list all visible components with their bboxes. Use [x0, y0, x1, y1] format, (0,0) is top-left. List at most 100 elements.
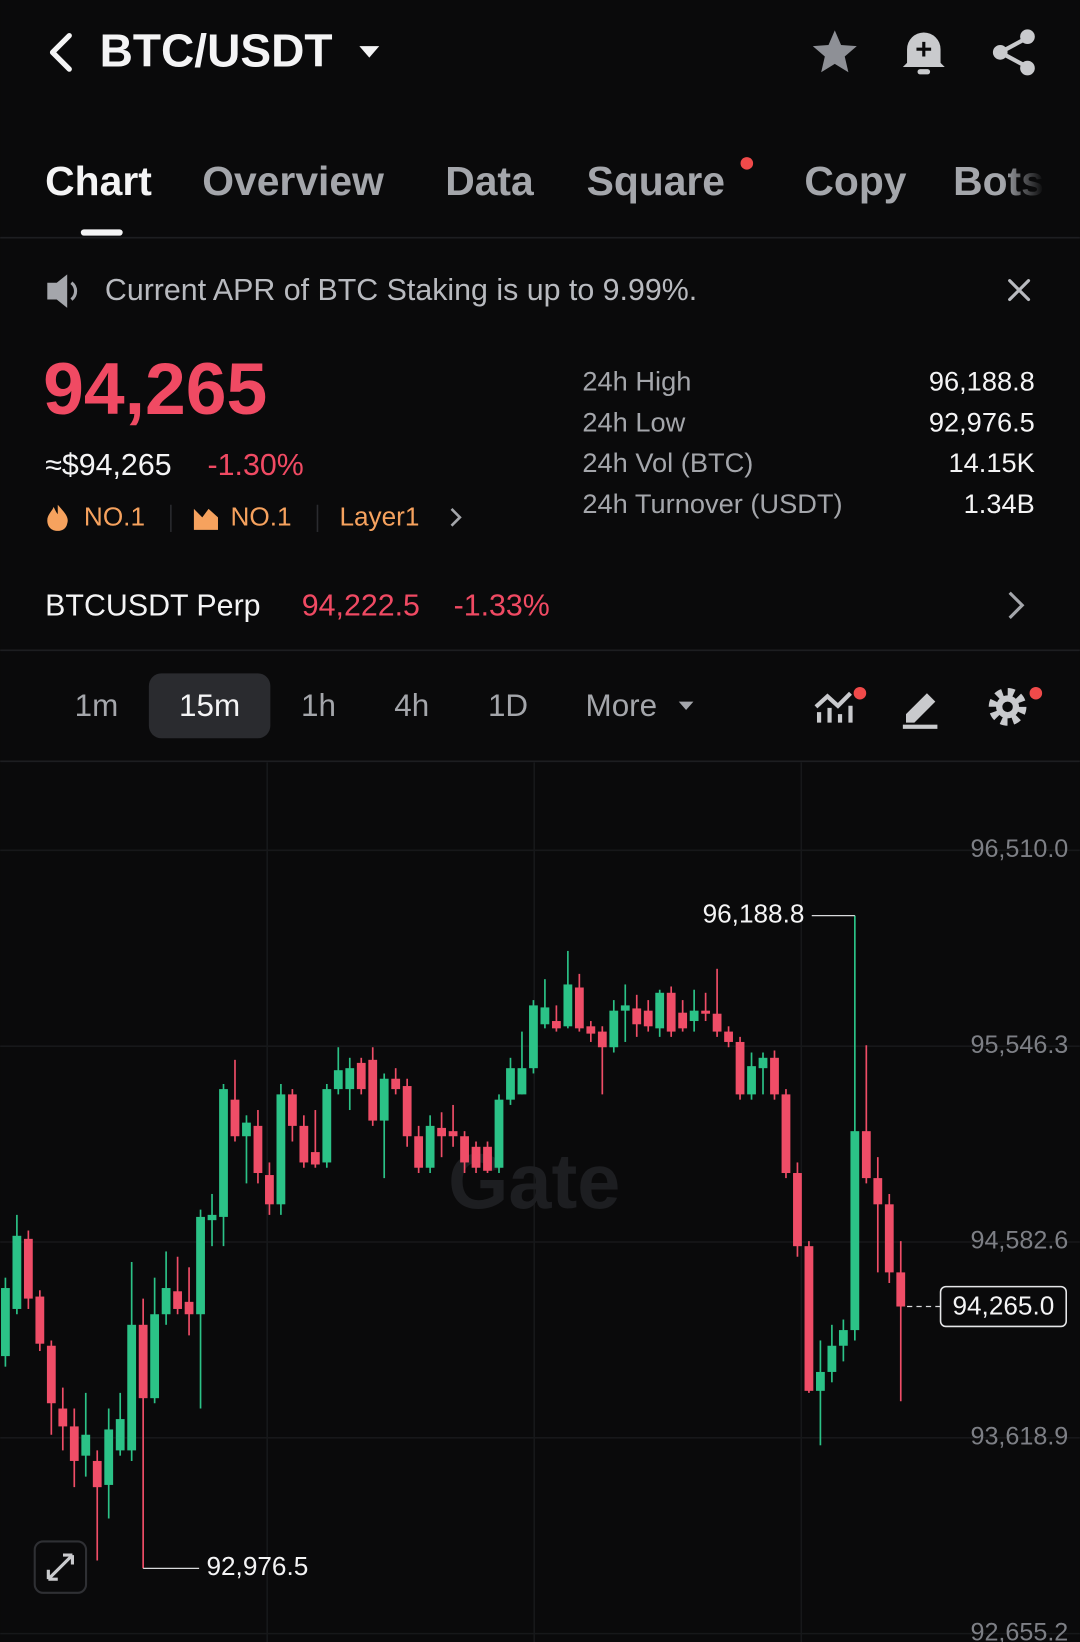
candle-body	[758, 1057, 768, 1069]
timeframe[interactable]: 1m	[75, 688, 119, 723]
timeframe[interactable]: 15m	[179, 688, 240, 723]
candle-body	[92, 1460, 102, 1488]
timeframe[interactable]: 4h	[394, 688, 429, 723]
tab[interactable]: Overview	[202, 158, 384, 204]
candle-body	[884, 1204, 894, 1273]
tag: NO.1	[84, 501, 145, 531]
candle-body	[253, 1125, 263, 1174]
candle-body	[724, 1031, 733, 1042]
candle-body	[643, 1010, 653, 1027]
candle-body	[46, 1345, 56, 1404]
candle-body	[838, 1330, 848, 1346]
candle-body	[242, 1122, 251, 1137]
y-tick-label: 93,618.9	[970, 1422, 1068, 1450]
candle-body	[173, 1291, 182, 1309]
candle-body	[896, 1272, 906, 1307]
perp-name[interactable]: BTCUSDT Perp	[45, 589, 260, 622]
tab[interactable]: Square	[587, 158, 725, 204]
candle-body	[632, 1008, 642, 1025]
tab[interactable]: Data	[445, 158, 534, 204]
candle-body	[69, 1426, 79, 1461]
candle-body	[161, 1288, 171, 1315]
candle-body	[12, 1235, 22, 1309]
low-marker-label: 92,976.5	[206, 1551, 308, 1581]
last-price-label: 94,265.0	[952, 1290, 1054, 1320]
last-price-box	[939, 1285, 1068, 1328]
candle-body	[816, 1371, 825, 1391]
candle-body	[827, 1345, 837, 1372]
more-dropdown[interactable]	[678, 701, 694, 710]
candle-body	[81, 1434, 91, 1456]
stat-label: 24h Turnover (USDT)	[582, 488, 842, 519]
candle-body	[689, 1010, 699, 1022]
candle-body	[448, 1131, 458, 1137]
candle-body	[563, 984, 573, 1027]
tab[interactable]: Bots	[953, 158, 1044, 204]
candle-body	[230, 1099, 240, 1137]
candle-body	[574, 987, 584, 1029]
candle-body	[540, 1007, 550, 1025]
candle-body	[1, 1288, 10, 1357]
speaker-icon	[47, 274, 78, 308]
candle-body	[551, 1021, 561, 1029]
candle-body	[196, 1216, 205, 1315]
candle-body	[747, 1066, 756, 1095]
chevron[interactable]	[450, 508, 462, 527]
timeframe[interactable]: 1h	[301, 688, 336, 723]
high-marker-label: 96,188.8	[703, 899, 805, 929]
candle-body	[104, 1429, 114, 1485]
pair-dropdown[interactable]	[359, 46, 380, 58]
settings-icon[interactable]	[988, 688, 1027, 726]
candle-body	[460, 1136, 469, 1163]
timeframe[interactable]: 1D	[488, 688, 528, 723]
candle-body	[23, 1238, 33, 1299]
y-tick-label: 92,655.2	[970, 1618, 1068, 1642]
candle-body	[861, 1131, 871, 1179]
tag[interactable]: Layer1	[339, 501, 419, 531]
close-banner[interactable]	[1008, 279, 1031, 302]
candle-body	[356, 1062, 366, 1090]
candle-body	[873, 1178, 883, 1205]
last-price: 94,265	[43, 348, 267, 430]
candle-body	[678, 1012, 688, 1029]
candle-body	[150, 1314, 160, 1399]
chevron[interactable]	[1008, 591, 1025, 619]
stat-value: 1.34B	[964, 488, 1035, 519]
alert-icon[interactable]	[902, 32, 945, 75]
candle-body	[529, 1005, 538, 1069]
candle-body	[379, 1078, 389, 1121]
notification-dot	[853, 686, 867, 700]
candle-body	[712, 1013, 722, 1032]
candle-body	[781, 1094, 791, 1174]
tab[interactable]: Copy	[804, 158, 906, 204]
draw-icon[interactable]	[902, 693, 938, 729]
tab[interactable]: Chart	[45, 158, 152, 204]
candle-body	[127, 1324, 137, 1451]
expand-button[interactable]	[33, 1540, 88, 1594]
price-change: -1.30%	[208, 449, 304, 482]
indicator-icon[interactable]	[814, 691, 853, 723]
favorite-icon[interactable]	[812, 30, 857, 73]
candle-body	[391, 1078, 401, 1090]
pair-title[interactable]: BTC/USDT	[100, 25, 333, 77]
timeframe[interactable]: More	[586, 688, 658, 723]
flame-icon	[47, 504, 68, 531]
stat-value: 92,976.5	[929, 406, 1035, 437]
candle-body	[597, 1031, 607, 1048]
share-icon[interactable]	[992, 29, 1035, 76]
candle-body	[850, 1131, 860, 1331]
candle-body	[345, 1068, 355, 1090]
candle-body	[368, 1059, 378, 1121]
candle-body	[655, 992, 665, 1029]
candle-body	[115, 1419, 125, 1451]
candle-body	[287, 1094, 297, 1126]
candle-body	[276, 1094, 286, 1205]
candle-body	[207, 1214, 217, 1221]
back-button[interactable]	[49, 32, 72, 72]
stat-label: 24h Low	[582, 406, 685, 437]
banner-text: Current APR of BTC Staking is up to 9.99…	[105, 274, 697, 307]
usd-price: ≈$94,265	[45, 449, 171, 482]
